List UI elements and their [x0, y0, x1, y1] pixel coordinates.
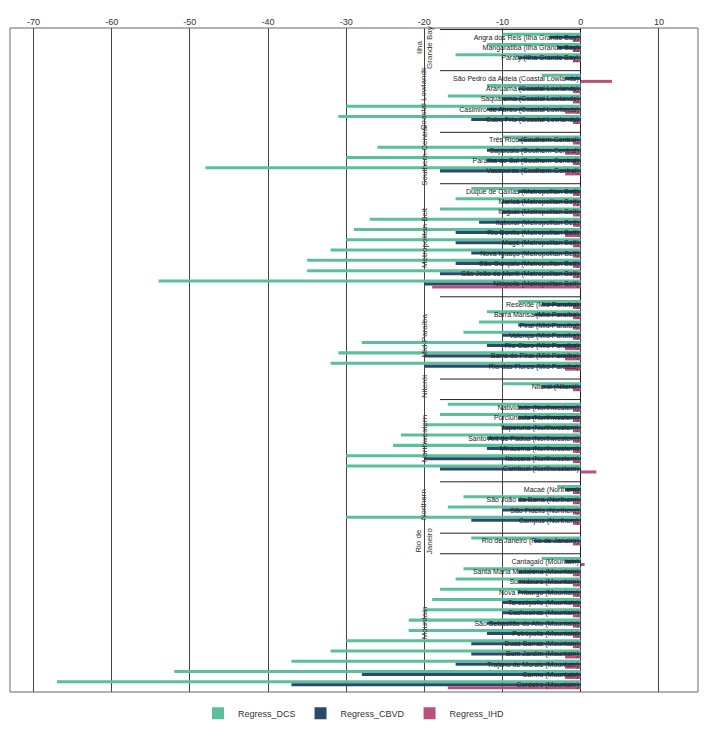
svg-text:Duque de Caxias (Metropolitan: Duque de Caxias (Metropolitan Belt)	[466, 188, 579, 196]
svg-text:Três Rios (Southern-Central): Três Rios (Southern-Central)	[489, 136, 579, 144]
svg-text:Sapucaia (Southern-Central): Sapucaia (Southern-Central)	[490, 147, 579, 155]
svg-text:Mangaratiba (Ilha Grande Bay): Mangaratiba (Ilha Grande Bay)	[483, 44, 579, 52]
svg-text:Itaperuna (Northwestern): Itaperuna (Northwestern)	[501, 424, 579, 432]
svg-text:São João da Barra (Northern): São João da Barra (Northern)	[487, 496, 579, 504]
svg-text:Northwestern: Northwestern	[420, 415, 429, 463]
svg-text:-40: -40	[261, 17, 274, 27]
svg-text:Cordeiro (Mountain): Cordeiro (Mountain)	[516, 681, 578, 689]
svg-text:Sumidouro (Mountain): Sumidouro (Mountain)	[509, 578, 578, 586]
svg-text:-10: -10	[496, 17, 509, 27]
svg-text:Rio de Janeiro (Rio de Janeiro: Rio de Janeiro (Rio de Janeiro)	[482, 537, 579, 545]
svg-text:Rio deJaneiro: Rio deJaneiro	[414, 527, 433, 554]
svg-text:Rio Claro (Mid-Paraíba): Rio Claro (Mid-Paraíba)	[505, 342, 579, 350]
svg-text:Campos (Northern): Campos (Northern)	[519, 517, 579, 525]
svg-text:-50: -50	[183, 17, 196, 27]
svg-text:Araruama (Coastal Lowlands): Araruama (Coastal Lowlands)	[486, 85, 579, 93]
svg-text:Rio das Flores (Mid-Paraíba): Rio das Flores (Mid-Paraíba)	[489, 363, 579, 371]
svg-text:Petrópolis (Mountain): Petrópolis (Mountain)	[512, 630, 579, 638]
svg-text:Itaboraí (Metropolitan Belt): Itaboraí (Metropolitan Belt)	[496, 219, 579, 227]
svg-text:Paraíba do Sul (Southern-Centr: Paraíba do Sul (Southern-Central)	[472, 157, 578, 165]
svg-text:Cachoeiras (Mountain): Cachoeiras (Mountain)	[508, 609, 579, 617]
svg-text:Cabo Frio (Coastal Lowlands): Cabo Frio (Coastal Lowlands)	[486, 116, 579, 124]
svg-text:0: 0	[578, 17, 583, 27]
svg-text:Trajano de Morais (Mountain): Trajano de Morais (Mountain)	[487, 661, 579, 669]
svg-text:Nova Iguaçu (Metropolitan Belt: Nova Iguaçu (Metropolitan Belt)	[480, 250, 578, 258]
svg-text:Angra dos Reis (Ilha Grande Ba: Angra dos Reis (Ilha Grande Bay)	[474, 34, 579, 42]
svg-text:Regress_CBVD: Regress_CBVD	[341, 709, 405, 719]
svg-text:Itaocara (Northwestern): Itaocara (Northwestern)	[505, 455, 579, 463]
svg-text:Mountain: Mountain	[420, 607, 429, 640]
svg-text:Nova Friburgo (Mountain): Nova Friburgo (Mountain)	[499, 589, 579, 597]
svg-text:Cantagalo (Mountain): Cantagalo (Mountain)	[511, 558, 578, 566]
svg-text:Barra Mansa (Mid-Paraíba): Barra Mansa (Mid-Paraíba)	[494, 311, 579, 319]
svg-text:Mid-Paraíba: Mid-Paraíba	[420, 314, 429, 358]
svg-text:Vassouras (Southern-Central): Vassouras (Southern-Central)	[486, 167, 578, 175]
svg-text:São Gonçalo (Metropolitan Belt: São Gonçalo (Metropolitan Belt)	[479, 260, 579, 268]
svg-text:Valença (Mid-Paraíba): Valença (Mid-Paraíba)	[509, 332, 579, 340]
svg-text:Magé (Metropolitan Belt): Magé (Metropolitan Belt)	[502, 239, 579, 247]
svg-text:Carmo (Mountain): Carmo (Mountain)	[522, 671, 578, 679]
svg-text:Niterói: Niterói	[420, 375, 429, 398]
svg-text:Barra do Piraí (Mid-Paraíba): Barra do Piraí (Mid-Paraíba)	[491, 352, 579, 360]
svg-text:-20: -20	[418, 17, 431, 27]
svg-text:Niterói (Niterói): Niterói (Niterói)	[532, 383, 579, 391]
svg-text:São Pedro da Aldeia (Coastal L: São Pedro da Aldeia (Coastal Lowlands)	[453, 75, 579, 83]
svg-text:Cambuci (Northwestern): Cambuci (Northwestern)	[503, 465, 579, 473]
svg-text:Resende (Mid-Paraíba): Resende (Mid-Paraíba)	[506, 301, 579, 309]
svg-text:Itaguaí (Metropolitan Belt): Itaguaí (Metropolitan Belt)	[498, 208, 579, 216]
svg-text:Macaé (Northern): Macaé (Northern)	[524, 486, 579, 494]
svg-text:Porciúncula (Northwestern): Porciúncula (Northwestern)	[494, 414, 579, 422]
svg-text:Natividade (Northwestern): Natividade (Northwestern)	[497, 404, 578, 412]
svg-text:Regress_IHD: Regress_IHD	[450, 709, 505, 719]
svg-text:São João de Meriti (Metropolit: São João de Meriti (Metropolitan Belt)	[461, 270, 579, 278]
svg-text:10: 10	[654, 17, 664, 27]
svg-text:Paraty (Ilha Grande Bay): Paraty (Ilha Grande Bay)	[501, 54, 578, 62]
svg-text:Nilópolis (Metropolitan Belt): Nilópolis (Metropolitan Belt)	[493, 280, 579, 288]
svg-text:Miracema (Northwestern): Miracema (Northwestern)	[500, 445, 579, 453]
svg-text:Bom Jardim (Mountain): Bom Jardim (Mountain)	[506, 650, 579, 658]
svg-text:-70: -70	[27, 17, 40, 27]
svg-text:Santa Maria Madalena (Mountain: Santa Maria Madalena (Mountain)	[473, 568, 579, 576]
svg-text:Casimiro de Abreu (Coastal Low: Casimiro de Abreu (Coastal Lowlands)	[459, 106, 578, 114]
svg-text:São Fidélis (Northern): São Fidélis (Northern)	[510, 507, 578, 515]
svg-text:Duas Barras (Mountain): Duas Barras (Mountain)	[504, 640, 578, 648]
svg-text:Southern-Central: Southern-Central	[420, 125, 429, 186]
svg-text:Coastal Lowlands: Coastal Lowlands	[419, 67, 428, 130]
svg-text:Maricá (Metropolitan Belt): Maricá (Metropolitan Belt)	[499, 198, 579, 206]
svg-text:São Sebastião do Alto (Mountai: São Sebastião do Alto (Mountain)	[474, 620, 578, 628]
svg-text:Santo Ant de Pádua (Northweste: Santo Ant de Pádua (Northwestern)	[468, 435, 579, 443]
svg-text:Regress_DCS: Regress_DCS	[238, 709, 296, 719]
svg-text:Teresópolis (Mountain): Teresópolis (Mountain)	[508, 599, 579, 607]
svg-text:Rio Bonito (Metropolitan Belt): Rio Bonito (Metropolitan Belt)	[487, 229, 578, 237]
svg-text:Saquarema (Coastal Lowlands): Saquarema (Coastal Lowlands)	[481, 95, 579, 103]
svg-text:-60: -60	[105, 17, 118, 27]
svg-text:Piraí (Mid-Paraíba): Piraí (Mid-Paraíba)	[520, 322, 579, 330]
svg-text:Northern: Northern	[419, 489, 428, 520]
svg-text:Metropolitan Belt: Metropolitan Belt	[420, 207, 429, 268]
svg-text:IlhaGrande Bay: IlhaGrande Bay	[415, 26, 434, 69]
svg-text:-30: -30	[340, 17, 353, 27]
